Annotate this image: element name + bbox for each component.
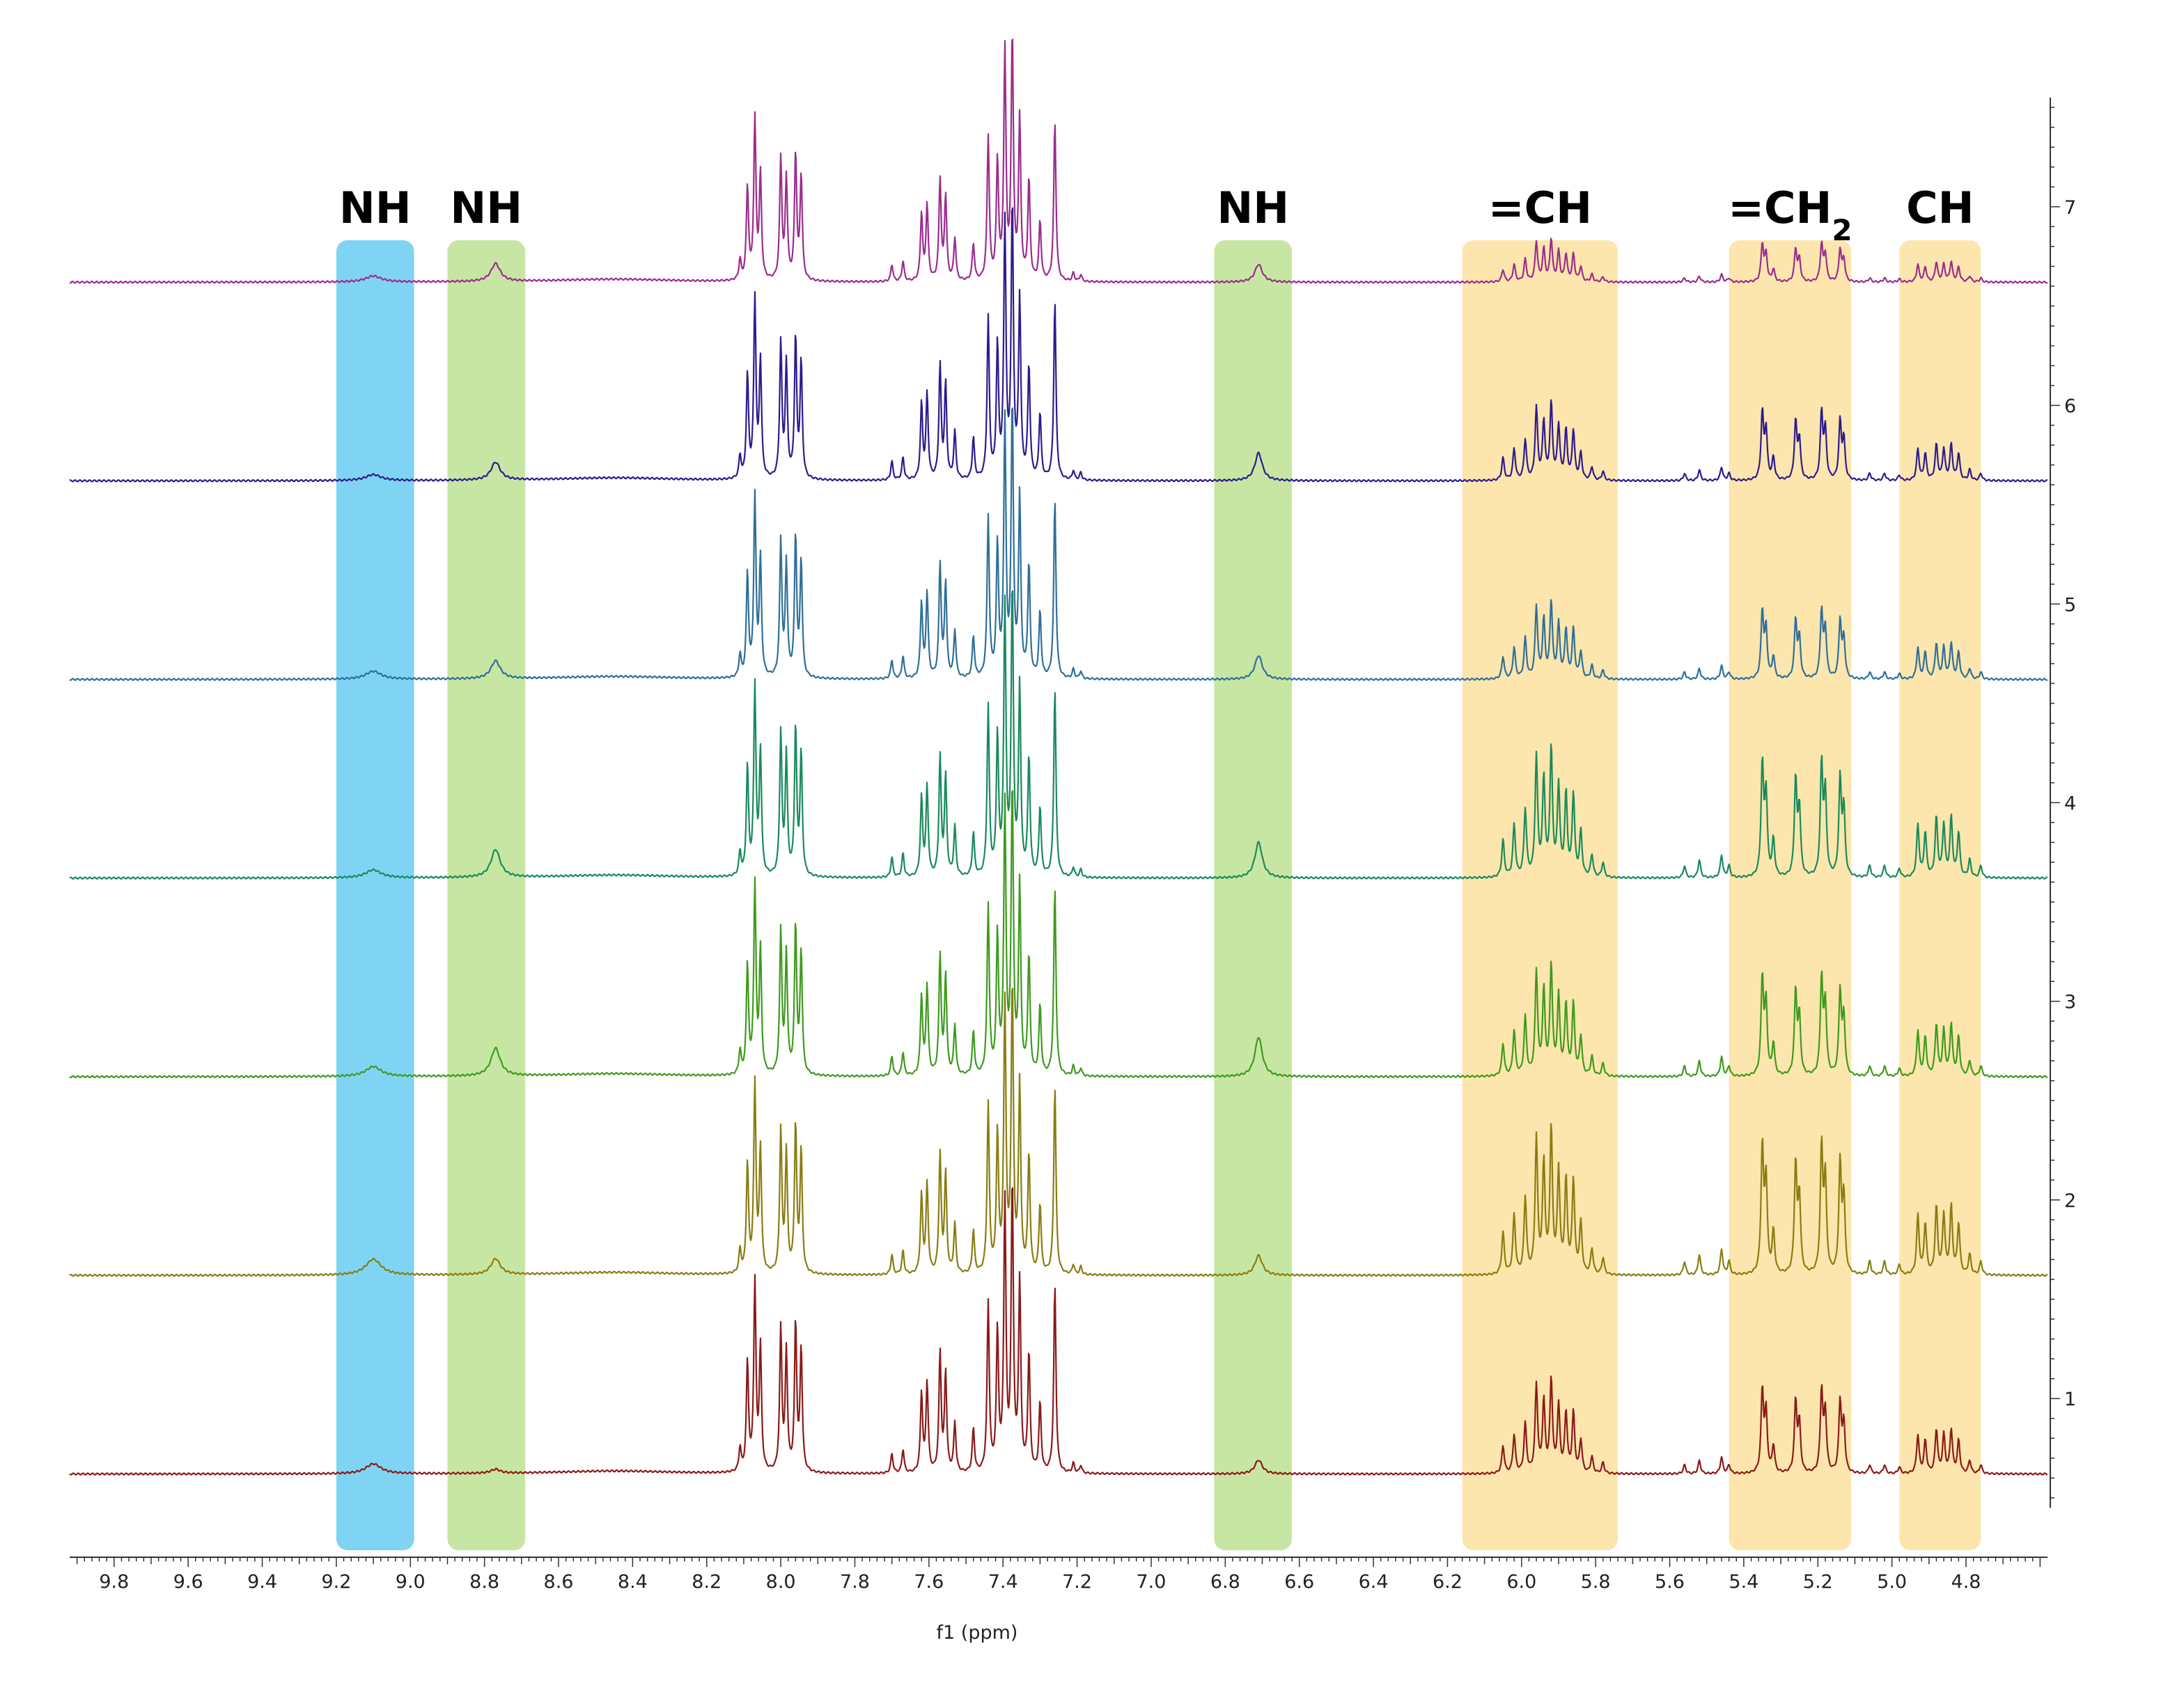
spectrum-trace-5 [69, 407, 2048, 681]
x-tick-label: 4.8 [1951, 1571, 1981, 1593]
spectrum-trace-6 [69, 207, 2048, 483]
region-label-5: CH [1906, 182, 1974, 233]
x-tick-label: 8.4 [618, 1571, 648, 1593]
x-tick-label: 8.8 [469, 1571, 499, 1593]
region-label-4: =CH2 [1728, 182, 1852, 247]
highlight-region-5 [1899, 240, 1981, 1550]
spectrum-trace-1 [69, 1187, 2048, 1476]
x-tick-label: 6.6 [1284, 1571, 1314, 1593]
x-tick-label: 7.4 [988, 1571, 1018, 1593]
region-label-0: NH [339, 182, 412, 233]
region-labels: NH NH NH =CH =CH2 CH [339, 182, 1974, 247]
spectrum-trace-2 [69, 988, 2048, 1277]
y-tick-label: 3 [2064, 992, 2076, 1013]
y-axis: 1 2 3 4 5 6 7 [2050, 98, 2076, 1508]
y-tick-label: 2 [2064, 1190, 2076, 1212]
x-tick-label: 8.2 [692, 1571, 722, 1593]
x-axis: 9.8 9.6 9.4 9.2 9.0 8.8 8.6 8.4 8.2 8.0 7.8 7.6 7.4 7… [70, 1557, 2048, 1593]
spectrum-traces [69, 38, 2048, 1476]
highlight-region-3 [1462, 240, 1618, 1550]
x-tick-label: 7.6 [914, 1571, 944, 1593]
region-label-3: =CH [1488, 182, 1592, 233]
y-tick-label: 7 [2064, 197, 2076, 219]
y-tick-label: 5 [2064, 594, 2076, 616]
x-tick-label: 5.2 [1803, 1571, 1833, 1593]
x-tick-label: 9.4 [247, 1571, 277, 1593]
x-tick-label: 9.8 [99, 1571, 129, 1593]
x-tick-label: 5.8 [1581, 1571, 1611, 1593]
spectrum-trace-7 [69, 38, 2048, 284]
x-tick-label: 8.0 [766, 1571, 796, 1593]
x-tick-label: 7.0 [1136, 1571, 1166, 1593]
y-tick-label: 4 [2064, 793, 2076, 815]
x-tick-label: 6.2 [1433, 1571, 1462, 1593]
highlight-region-2 [1214, 240, 1293, 1550]
x-tick-label: 5.0 [1877, 1571, 1907, 1593]
region-label-2: NH [1217, 182, 1289, 233]
x-tick-label: 7.2 [1062, 1571, 1092, 1593]
x-tick-label: 8.6 [544, 1571, 574, 1593]
x-tick-label: 9.6 [173, 1571, 203, 1593]
highlight-region-4 [1729, 240, 1852, 1550]
spectrum-trace-4 [69, 590, 2048, 880]
x-tick-label: 9.0 [396, 1571, 426, 1593]
x-tick-label: 6.0 [1506, 1571, 1536, 1593]
x-tick-label: 5.4 [1729, 1571, 1758, 1593]
y-tick-label: 1 [2064, 1389, 2076, 1410]
region-label-1: NH [450, 182, 522, 233]
x-tick-label: 9.2 [321, 1571, 351, 1593]
highlight-regions [336, 240, 1981, 1550]
x-tick-label: 5.6 [1655, 1571, 1685, 1593]
x-tick-label: 7.8 [840, 1571, 870, 1593]
x-tick-label: 6.8 [1210, 1571, 1240, 1593]
highlight-region-1 [447, 240, 526, 1550]
x-axis-title: f1 (ppm) [937, 1622, 1018, 1644]
spectrum-trace-3 [69, 790, 2048, 1079]
highlight-region-0 [336, 240, 414, 1550]
y-tick-label: 6 [2064, 396, 2076, 417]
x-tick-label: 6.4 [1359, 1571, 1389, 1593]
